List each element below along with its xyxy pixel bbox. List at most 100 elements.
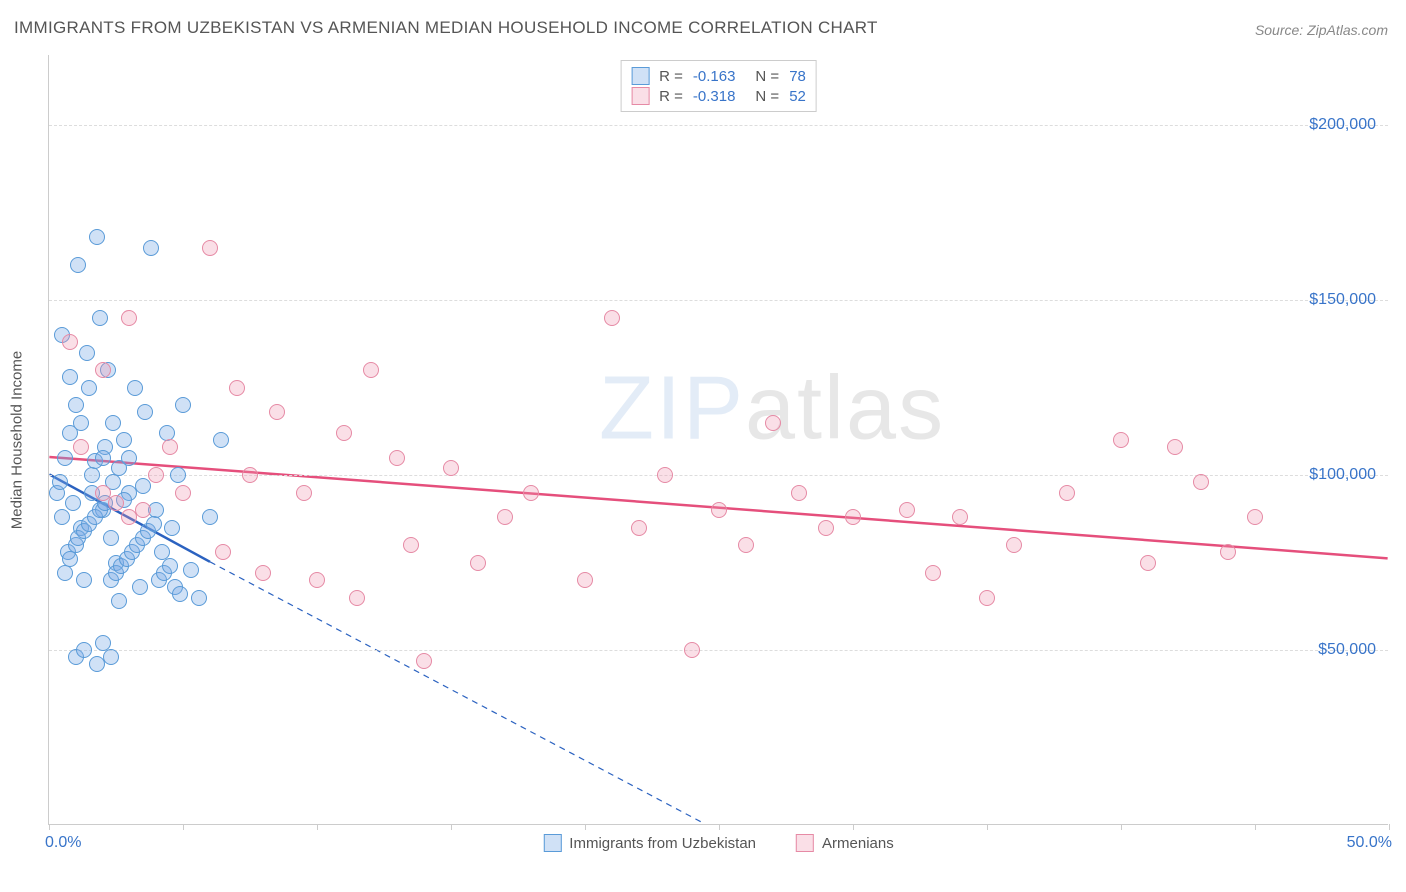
data-point-armenian bbox=[95, 362, 111, 378]
y-axis-title: Median Household Income bbox=[9, 350, 26, 528]
data-point-armenian bbox=[470, 555, 486, 571]
data-point-uzbek bbox=[62, 369, 78, 385]
x-tick bbox=[585, 824, 586, 830]
r-value-armenian: -0.318 bbox=[693, 88, 736, 105]
scatter-plot: Median Household Income ZIPatlas R = -0.… bbox=[48, 55, 1388, 825]
data-point-uzbek bbox=[65, 495, 81, 511]
data-point-armenian bbox=[121, 509, 137, 525]
gridline bbox=[49, 125, 1388, 126]
data-point-armenian bbox=[62, 334, 78, 350]
data-point-uzbek bbox=[137, 404, 153, 420]
data-point-uzbek bbox=[92, 310, 108, 326]
legend-series: Immigrants from Uzbekistan Armenians bbox=[543, 834, 893, 852]
data-point-armenian bbox=[269, 404, 285, 420]
data-point-uzbek bbox=[146, 516, 162, 532]
x-tick bbox=[1389, 824, 1390, 830]
data-point-uzbek bbox=[121, 450, 137, 466]
data-point-armenian bbox=[389, 450, 405, 466]
data-point-uzbek bbox=[68, 397, 84, 413]
data-point-armenian bbox=[604, 310, 620, 326]
y-tick-label: $200,000 bbox=[1309, 116, 1376, 134]
gridline bbox=[49, 650, 1388, 651]
data-point-armenian bbox=[711, 502, 727, 518]
y-tick-label: $150,000 bbox=[1309, 291, 1376, 309]
data-point-uzbek bbox=[54, 509, 70, 525]
legend-item-armenian: Armenians bbox=[796, 834, 894, 852]
data-point-armenian bbox=[73, 439, 89, 455]
source-attribution: Source: ZipAtlas.com bbox=[1255, 22, 1388, 38]
data-point-armenian bbox=[309, 572, 325, 588]
source-prefix: Source: bbox=[1255, 22, 1307, 38]
data-point-uzbek bbox=[191, 590, 207, 606]
data-point-armenian bbox=[657, 467, 673, 483]
data-point-armenian bbox=[95, 485, 111, 501]
source-name: ZipAtlas.com bbox=[1307, 22, 1388, 38]
data-point-armenian bbox=[1113, 432, 1129, 448]
data-point-armenian bbox=[215, 544, 231, 560]
data-point-armenian bbox=[738, 537, 754, 553]
data-point-uzbek bbox=[79, 345, 95, 361]
data-point-uzbek bbox=[202, 509, 218, 525]
data-point-armenian bbox=[1140, 555, 1156, 571]
data-point-uzbek bbox=[135, 478, 151, 494]
x-tick bbox=[49, 824, 50, 830]
x-axis-max-label: 50.0% bbox=[1347, 834, 1392, 852]
chart-title: IMMIGRANTS FROM UZBEKISTAN VS ARMENIAN M… bbox=[14, 18, 878, 38]
watermark: ZIPatlas bbox=[599, 357, 945, 460]
x-axis-min-label: 0.0% bbox=[45, 834, 81, 852]
data-point-armenian bbox=[242, 467, 258, 483]
x-tick bbox=[853, 824, 854, 830]
data-point-uzbek bbox=[213, 432, 229, 448]
legend-label-uzbek: Immigrants from Uzbekistan bbox=[569, 835, 756, 852]
data-point-armenian bbox=[148, 467, 164, 483]
r-value-uzbek: -0.163 bbox=[693, 68, 736, 85]
data-point-armenian bbox=[443, 460, 459, 476]
data-point-uzbek bbox=[183, 562, 199, 578]
n-value-uzbek: 78 bbox=[789, 68, 806, 85]
data-point-armenian bbox=[979, 590, 995, 606]
data-point-uzbek bbox=[162, 558, 178, 574]
data-point-armenian bbox=[845, 509, 861, 525]
data-point-uzbek bbox=[52, 474, 68, 490]
data-point-armenian bbox=[952, 509, 968, 525]
x-tick bbox=[317, 824, 318, 830]
data-point-armenian bbox=[416, 653, 432, 669]
watermark-atlas: atlas bbox=[745, 358, 945, 458]
data-point-uzbek bbox=[76, 642, 92, 658]
x-tick bbox=[719, 824, 720, 830]
n-label: N = bbox=[755, 68, 779, 85]
data-point-armenian bbox=[108, 495, 124, 511]
data-point-armenian bbox=[765, 415, 781, 431]
regression-lines bbox=[49, 55, 1388, 824]
data-point-uzbek bbox=[84, 467, 100, 483]
swatch-uzbek bbox=[631, 67, 649, 85]
data-point-uzbek bbox=[172, 586, 188, 602]
swatch-uzbek-icon bbox=[543, 834, 561, 852]
data-point-armenian bbox=[684, 642, 700, 658]
data-point-uzbek bbox=[143, 240, 159, 256]
data-point-armenian bbox=[523, 485, 539, 501]
data-point-uzbek bbox=[95, 450, 111, 466]
data-point-armenian bbox=[202, 240, 218, 256]
data-point-armenian bbox=[1193, 474, 1209, 490]
data-point-uzbek bbox=[57, 450, 73, 466]
swatch-armenian-icon bbox=[796, 834, 814, 852]
data-point-armenian bbox=[336, 425, 352, 441]
legend-item-uzbek: Immigrants from Uzbekistan bbox=[543, 834, 756, 852]
data-point-uzbek bbox=[89, 229, 105, 245]
data-point-uzbek bbox=[81, 380, 97, 396]
data-point-uzbek bbox=[103, 649, 119, 665]
data-point-armenian bbox=[175, 485, 191, 501]
data-point-armenian bbox=[162, 439, 178, 455]
data-point-armenian bbox=[577, 572, 593, 588]
data-point-uzbek bbox=[73, 415, 89, 431]
data-point-uzbek bbox=[62, 551, 78, 567]
data-point-armenian bbox=[1220, 544, 1236, 560]
data-point-uzbek bbox=[170, 467, 186, 483]
data-point-uzbek bbox=[70, 257, 86, 273]
swatch-armenian bbox=[631, 87, 649, 105]
data-point-armenian bbox=[296, 485, 312, 501]
data-point-uzbek bbox=[164, 520, 180, 536]
data-point-armenian bbox=[403, 537, 419, 553]
data-point-armenian bbox=[899, 502, 915, 518]
